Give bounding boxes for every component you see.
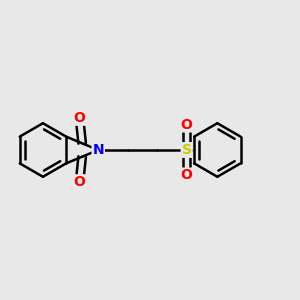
Text: N: N xyxy=(92,143,104,157)
Text: O: O xyxy=(74,175,86,189)
Text: O: O xyxy=(181,168,193,182)
Text: O: O xyxy=(74,111,86,125)
Text: S: S xyxy=(182,143,192,157)
Text: O: O xyxy=(181,118,193,132)
